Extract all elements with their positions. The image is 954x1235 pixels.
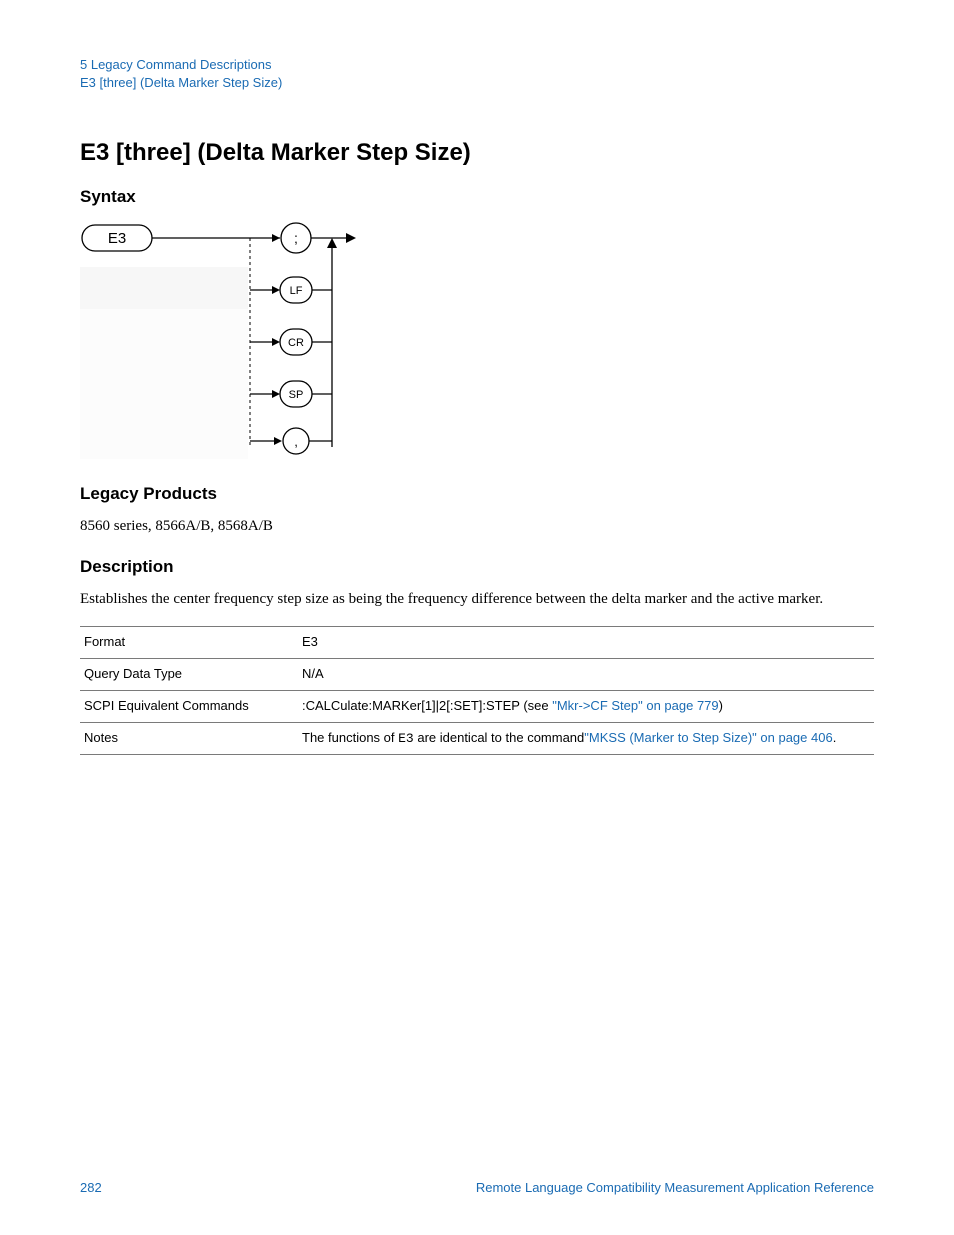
row-label: Query Data Type [80, 658, 298, 690]
row-label: SCPI Equivalent Commands [80, 690, 298, 722]
row-label: Notes [80, 722, 298, 755]
scpi-suffix: ) [719, 698, 723, 713]
svg-text:SP: SP [289, 389, 304, 401]
breadcrumb-line1: 5 Legacy Command Descriptions [80, 56, 874, 74]
breadcrumb-chapter: 5 [80, 57, 91, 72]
notes-suffix: . [833, 730, 837, 745]
svg-text:,: , [294, 434, 298, 449]
page-footer: 282 Remote Language Compatibility Measur… [80, 1180, 874, 1195]
breadcrumb-title: Legacy Command Descriptions [91, 57, 272, 72]
table-row: Notes The functions of E3 are identical … [80, 722, 874, 755]
table-row: Format E3 [80, 627, 874, 659]
description-text: Establishes the center frequency step si… [80, 589, 874, 610]
section-description: Description [80, 557, 874, 577]
svg-text:CR: CR [288, 337, 304, 349]
doc-title: Remote Language Compatibility Measuremen… [476, 1180, 874, 1195]
table-row: Query Data Type N/A [80, 658, 874, 690]
row-value: The functions of E3 are identical to the… [298, 722, 874, 755]
legacy-products-text: 8560 series, 8566A/B, 8568A/B [80, 516, 874, 537]
svg-text:LF: LF [290, 285, 303, 297]
row-label: Format [80, 627, 298, 659]
svg-text:;: ; [294, 230, 298, 246]
row-value: E3 [298, 627, 874, 659]
row-value: N/A [298, 658, 874, 690]
spec-table: Format E3 Query Data Type N/A SCPI Equiv… [80, 626, 874, 755]
scpi-prefix: :CALCulate:MARKer[1]|2[:SET]:STEP (see [302, 698, 552, 713]
row-value: :CALCulate:MARKer[1]|2[:SET]:STEP (see "… [298, 690, 874, 722]
table-row: SCPI Equivalent Commands :CALCulate:MARK… [80, 690, 874, 722]
syntax-diagram: E3 ; LF [80, 219, 874, 464]
scpi-link[interactable]: "Mkr->CF Step" on page 779 [552, 698, 718, 713]
breadcrumb-line2: E3 [three] (Delta Marker Step Size) [80, 74, 874, 92]
page-title: E3 [three] (Delta Marker Step Size) [80, 139, 874, 167]
section-legacy: Legacy Products [80, 484, 874, 504]
svg-text:E3: E3 [108, 230, 126, 247]
notes-link[interactable]: "MKSS (Marker to Step Size)" on page 406 [584, 730, 832, 745]
page-number: 282 [80, 1180, 102, 1195]
notes-mid: are identical to the command [414, 730, 585, 745]
notes-mono: E3 [398, 731, 414, 746]
notes-prefix: The functions of [302, 730, 398, 745]
section-syntax: Syntax [80, 187, 874, 207]
